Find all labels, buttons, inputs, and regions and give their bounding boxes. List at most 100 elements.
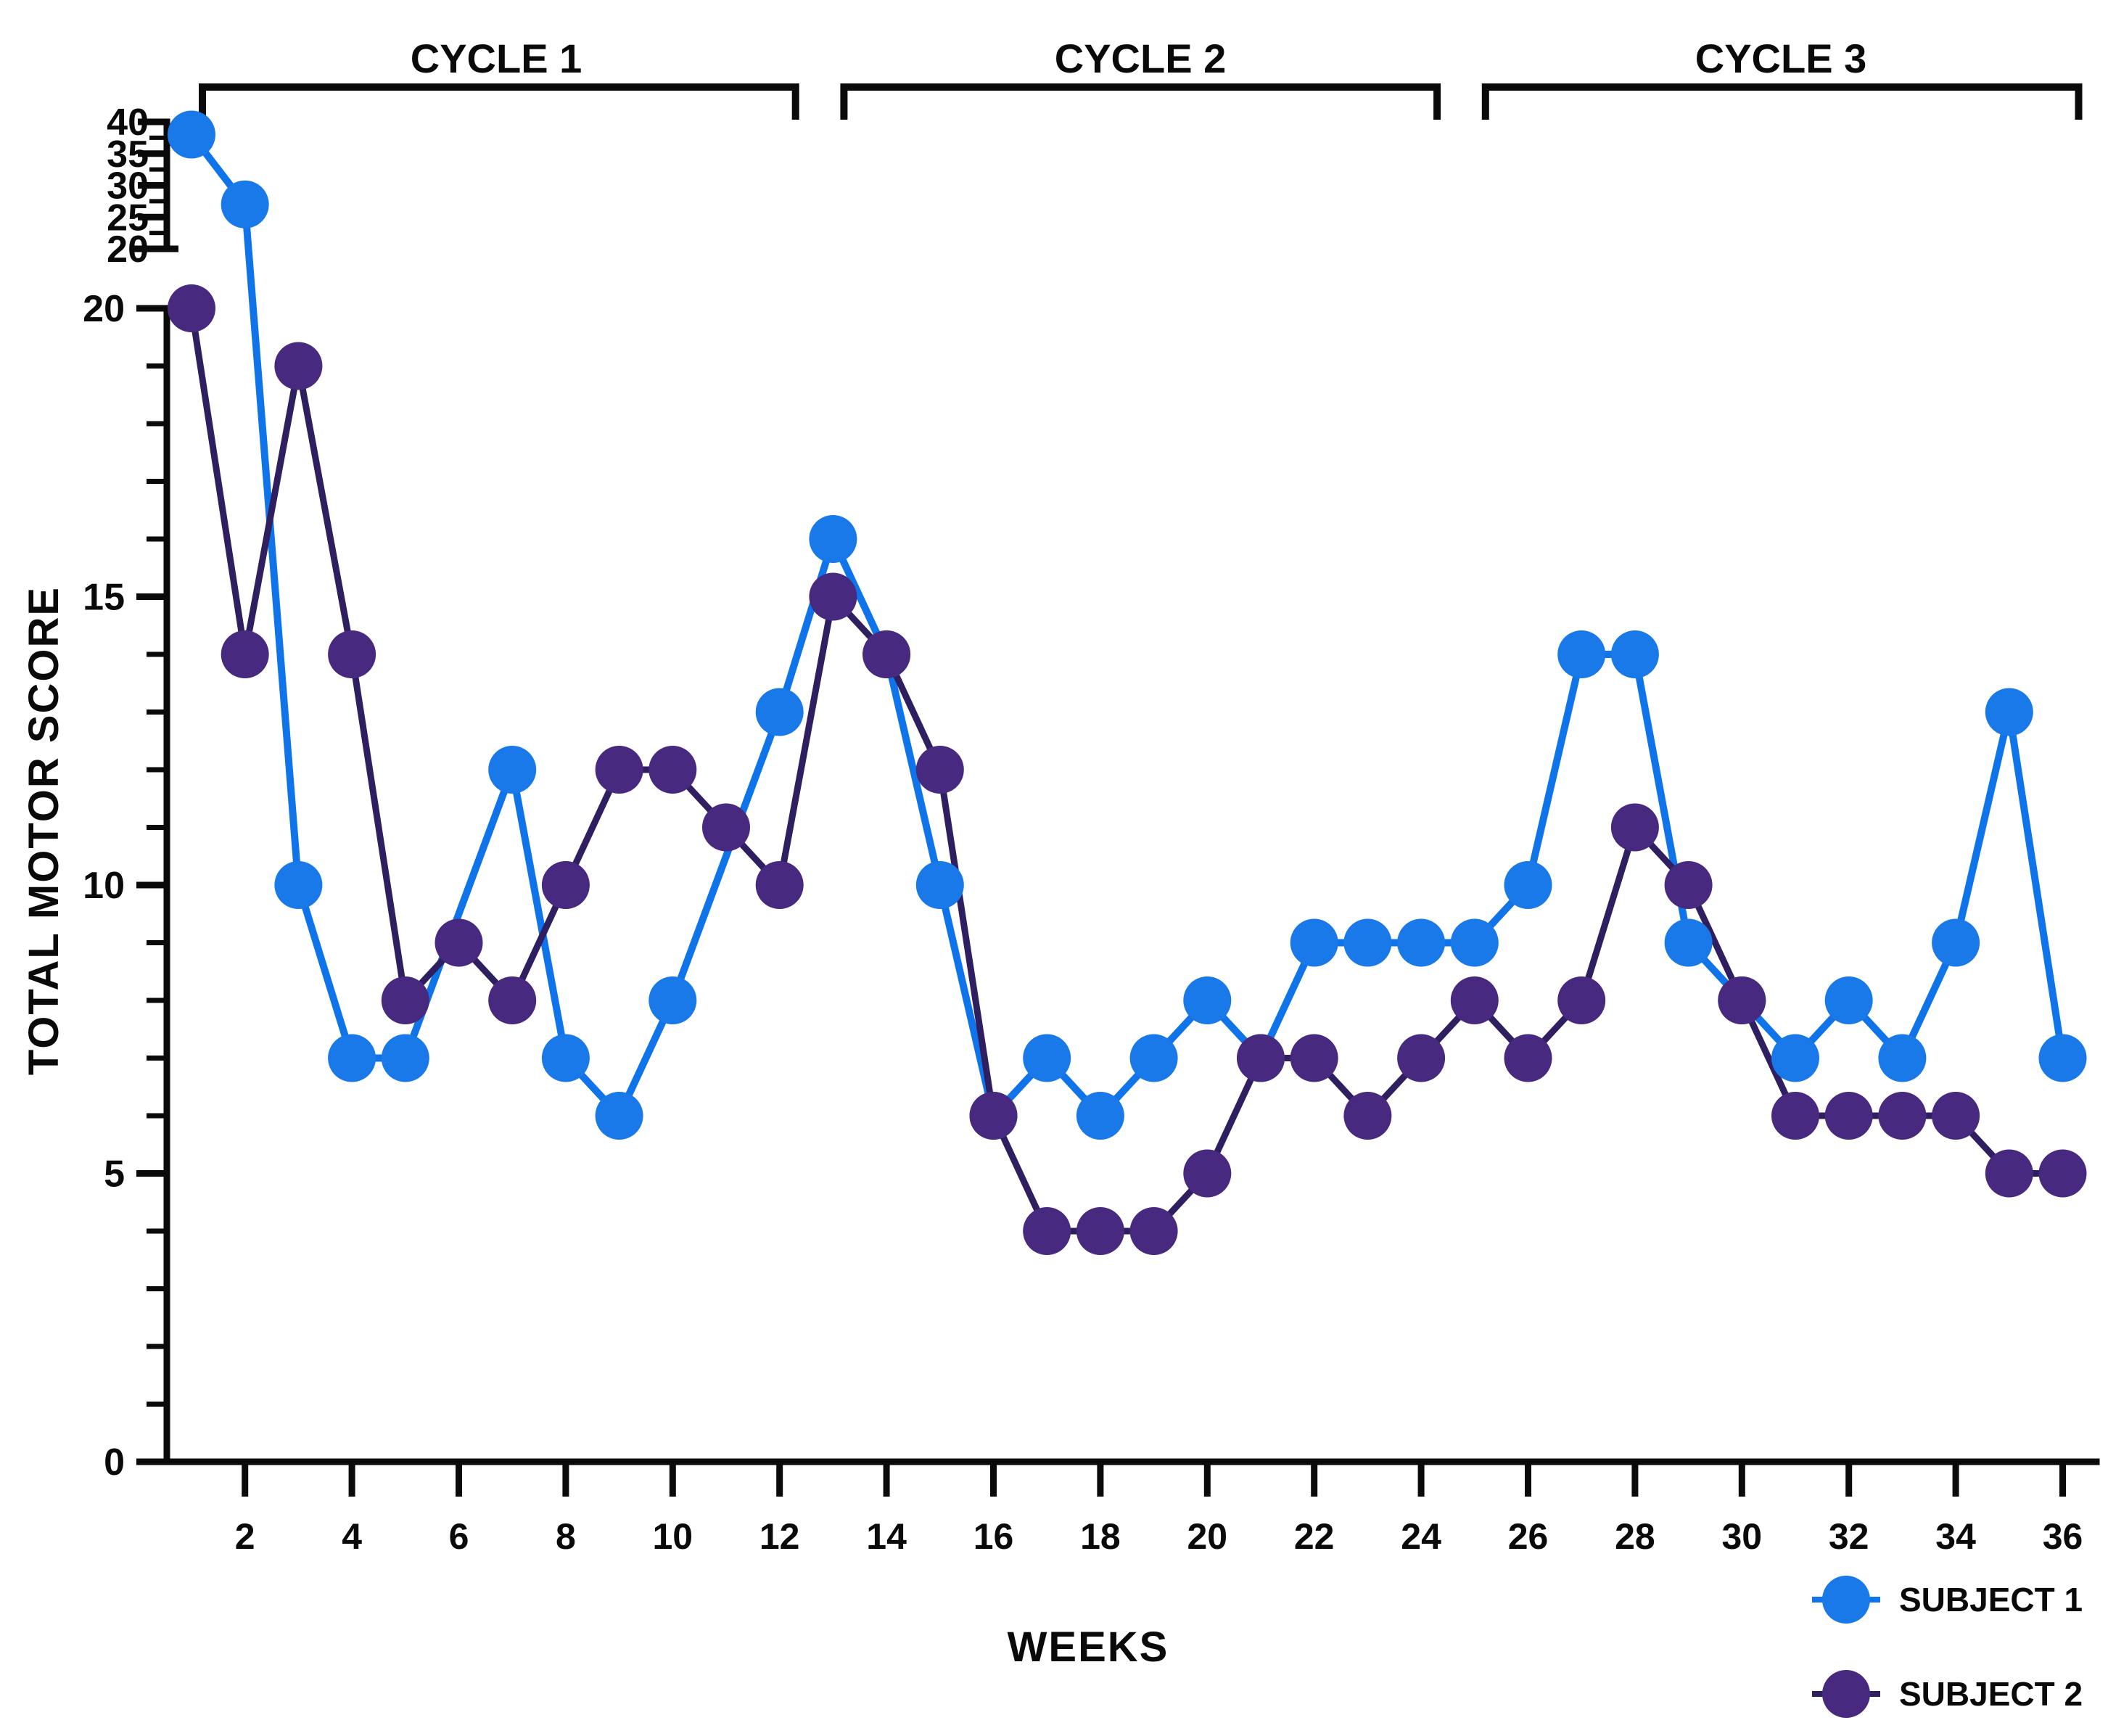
y-axis-upper-tick-label: 20	[107, 229, 149, 271]
x-axis-tick-label: 8	[556, 1516, 576, 1557]
y-axis-upper-tick-label: 25	[107, 197, 149, 239]
data-point-subject2-week-17	[1023, 1207, 1071, 1255]
data-point-subject2-week-30	[1718, 976, 1766, 1024]
cycle-2-bracket	[840, 83, 1441, 120]
data-point-subject1-week-1	[168, 110, 215, 159]
data-point-subject2-week-23	[1343, 1092, 1392, 1140]
data-point-subject2-week-27	[1557, 976, 1606, 1024]
data-point-subject2-week-14	[862, 630, 911, 678]
data-point-subject1-week-33	[1878, 1034, 1927, 1082]
data-point-subject1-week-31	[1771, 1034, 1819, 1082]
data-point-subject2-week-26	[1504, 1034, 1552, 1082]
legend-label-subject2: SUBJECT 2	[1899, 1675, 2083, 1713]
series-line-subject2	[188, 308, 2063, 1235]
data-point-subject1-week-2	[221, 180, 269, 229]
x-axis-tick-label: 6	[449, 1516, 469, 1557]
data-point-subject2-week-29	[1664, 861, 1713, 909]
y-axis-tick-label: 10	[83, 865, 125, 907]
data-point-subject1-week-12	[755, 688, 804, 736]
x-axis-tick-label: 30	[1721, 1516, 1762, 1557]
data-point-subject2-week-5	[381, 976, 429, 1024]
data-point-subject1-week-10	[649, 976, 697, 1024]
data-point-subject2-week-20	[1183, 1149, 1232, 1198]
data-point-subject2-week-1	[168, 284, 215, 332]
legend-marker-subject2-icon	[1822, 1670, 1870, 1718]
y-axis-tick-label: 5	[104, 1153, 125, 1196]
data-point-subject1-week-29	[1664, 918, 1713, 967]
data-point-subject2-week-28	[1610, 803, 1659, 852]
x-axis-tick-label: 36	[2043, 1516, 2083, 1557]
legend-label-subject1: SUBJECT 1	[1899, 1581, 2083, 1618]
cycle-2-label: CYCLE 2	[1055, 36, 1227, 81]
cycle-3-bracket	[1481, 83, 2083, 120]
x-axis-tick-label: 26	[1508, 1516, 1549, 1557]
data-point-subject2-week-9	[595, 746, 643, 794]
legend-marker-subject1-icon	[1822, 1576, 1870, 1624]
data-point-subject2-week-33	[1878, 1092, 1927, 1140]
data-point-subject1-week-24	[1397, 918, 1446, 967]
data-point-subject2-week-31	[1771, 1092, 1819, 1140]
data-point-subject2-week-15	[915, 746, 964, 794]
data-point-subject2-week-18	[1076, 1207, 1124, 1255]
y-axis-tick-label: 15	[83, 577, 125, 619]
y-axis-upper-tick-label: 35	[107, 133, 149, 176]
data-point-subject1-week-26	[1504, 861, 1552, 909]
data-point-subject1-week-32	[1824, 976, 1873, 1024]
data-point-subject1-week-23	[1343, 918, 1392, 967]
data-point-subject1-week-8	[541, 1034, 590, 1082]
data-point-subject1-week-20	[1183, 976, 1232, 1024]
data-point-subject1-week-28	[1610, 630, 1659, 678]
cycle-3-label: CYCLE 3	[1695, 36, 1867, 81]
x-axis-tick-label: 16	[973, 1516, 1014, 1557]
data-point-subject2-week-35	[1985, 1149, 2033, 1198]
data-point-subject1-week-36	[2038, 1034, 2087, 1082]
x-axis-title: WEEKS	[1008, 1624, 1169, 1671]
data-point-subject2-week-6	[435, 918, 483, 967]
data-point-subject2-week-13	[809, 572, 857, 621]
data-point-subject2-week-21	[1237, 1034, 1285, 1082]
data-point-subject1-week-19	[1129, 1034, 1178, 1082]
legend: SUBJECT 1 SUBJECT 2	[1812, 1576, 2083, 1718]
data-point-subject2-week-34	[1932, 1092, 1980, 1140]
data-point-subject2-week-22	[1290, 1034, 1338, 1082]
data-point-subject1-week-3	[274, 861, 323, 909]
data-point-subject2-week-36	[2038, 1149, 2087, 1198]
data-point-subject1-week-13	[809, 515, 857, 563]
data-point-subject2-week-19	[1129, 1207, 1178, 1255]
data-point-subject2-week-4	[328, 630, 376, 678]
data-point-subject1-week-25	[1450, 918, 1499, 967]
x-axis-tick-label: 34	[1935, 1516, 1976, 1557]
cycle-1-bracket	[199, 83, 799, 120]
data-point-subject1-week-35	[1985, 688, 2033, 736]
y-axis-tick-label: 0	[104, 1441, 125, 1484]
data-point-subject1-week-17	[1023, 1034, 1071, 1082]
x-axis-tick-label: 20	[1187, 1516, 1227, 1557]
data-point-subject1-week-18	[1076, 1092, 1124, 1140]
y-axis-upper-tick-label: 30	[107, 165, 149, 207]
x-axis-tick-label: 32	[1829, 1516, 1869, 1557]
x-axis-tick-label: 24	[1401, 1516, 1441, 1557]
data-point-subject2-week-2	[221, 630, 269, 678]
data-point-subject2-week-32	[1824, 1092, 1873, 1140]
x-axis-tick-label: 28	[1615, 1516, 1655, 1557]
data-point-subject2-week-12	[755, 861, 804, 909]
series-line-subject1	[189, 132, 2067, 1124]
data-point-subject2-week-25	[1450, 976, 1499, 1024]
y-axis-tick-label: 20	[83, 288, 125, 330]
x-axis-tick-label: 4	[342, 1516, 362, 1557]
y-axis-title: TOTAL MOTOR SCORE	[20, 586, 67, 1075]
data-point-subject1-week-22	[1290, 918, 1338, 967]
data-point-subject1-week-5	[381, 1034, 429, 1082]
data-point-subject1-week-7	[488, 746, 537, 794]
x-axis-tick-label: 2	[235, 1516, 255, 1557]
data-point-subject2-week-16	[969, 1092, 1018, 1140]
x-axis-tick-label: 14	[866, 1516, 907, 1557]
data-point-subject2-week-3	[274, 342, 323, 390]
x-axis-tick-label: 12	[759, 1516, 800, 1557]
data-point-subject1-week-27	[1557, 630, 1606, 678]
data-point-subject2-week-10	[649, 746, 697, 794]
x-axis-tick-label: 18	[1080, 1516, 1121, 1557]
